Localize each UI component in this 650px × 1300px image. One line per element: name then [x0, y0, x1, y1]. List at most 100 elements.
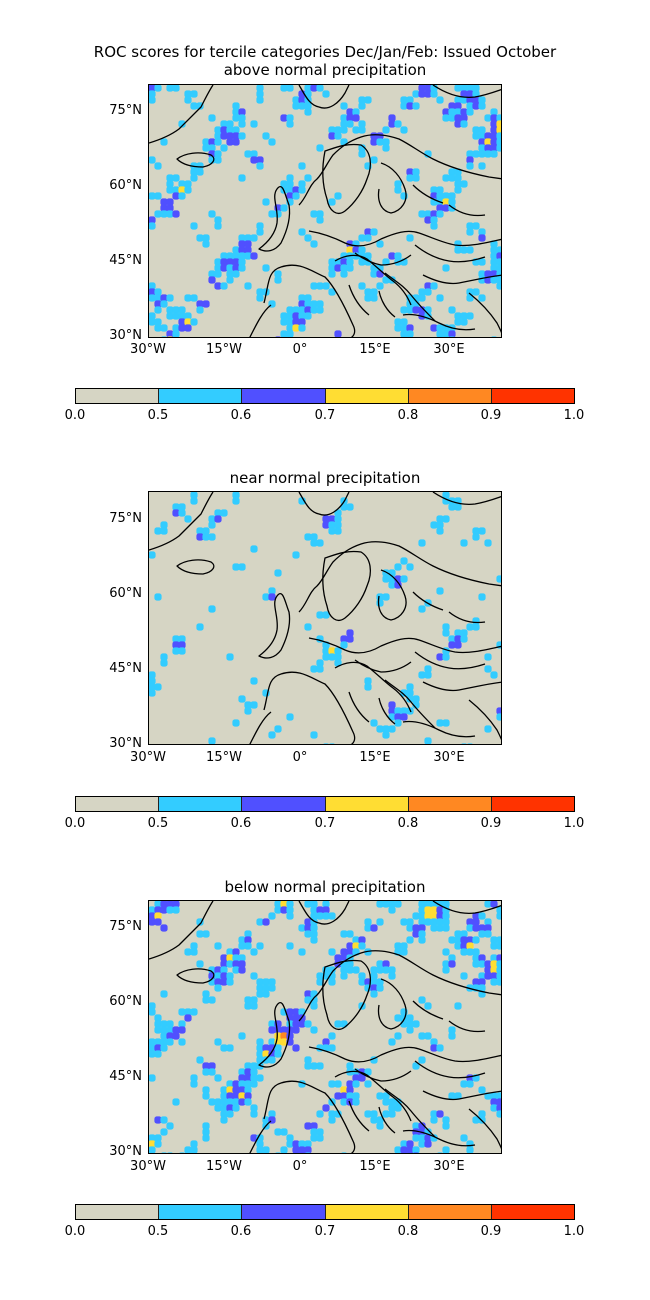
score-cell — [214, 972, 222, 980]
coastline-path — [322, 959, 372, 1030]
score-cell — [208, 270, 216, 278]
score-cell — [382, 731, 390, 739]
score-cell — [478, 912, 486, 920]
score-cell — [149, 1050, 156, 1058]
score-cell — [454, 246, 462, 254]
score-cell — [149, 222, 156, 230]
score-cell — [460, 629, 468, 637]
score-cell — [394, 186, 402, 194]
colorbar-bin-0 — [76, 797, 159, 811]
score-cell — [220, 960, 228, 968]
score-cell — [172, 312, 180, 320]
score-cell — [166, 174, 174, 182]
coastlines-near — [149, 492, 501, 744]
score-cell — [370, 978, 378, 986]
colorbar-bin-1 — [158, 1205, 242, 1219]
score-cell — [256, 294, 264, 302]
score-cell — [328, 647, 336, 655]
score-cell — [496, 575, 501, 583]
score-cell — [436, 521, 444, 529]
score-cell — [208, 966, 216, 974]
score-cell — [334, 192, 342, 200]
score-cell — [226, 1044, 234, 1052]
score-cell — [412, 1146, 420, 1153]
score-cell — [322, 282, 330, 290]
score-cell — [238, 1092, 246, 1100]
score-cell — [430, 210, 438, 218]
score-cell — [478, 144, 486, 152]
score-cell — [160, 294, 168, 302]
score-cell — [232, 1086, 240, 1094]
score-cell — [208, 1098, 216, 1106]
score-cell — [436, 294, 444, 302]
score-cell — [196, 234, 204, 242]
score-cell — [310, 912, 318, 920]
score-cell — [292, 192, 300, 200]
score-cell — [394, 942, 402, 950]
score-cell — [418, 306, 426, 314]
score-cell — [454, 96, 462, 104]
score-cell — [496, 258, 501, 266]
score-cell — [442, 1146, 450, 1153]
score-cell — [172, 330, 180, 337]
score-cell — [172, 324, 180, 332]
score-cell — [178, 503, 186, 511]
score-cell — [208, 737, 216, 744]
score-cell — [478, 162, 486, 170]
score-cell — [256, 918, 264, 926]
score-cell — [232, 497, 240, 505]
score-cell — [358, 120, 366, 128]
score-cell — [491, 336, 497, 337]
score-cell — [340, 966, 348, 974]
score-cell — [460, 180, 468, 188]
score-cell — [424, 912, 432, 920]
coastline-path — [384, 1088, 436, 1138]
score-cell — [310, 930, 318, 938]
score-cell — [316, 1128, 324, 1136]
score-cell — [292, 102, 300, 110]
score-cell — [448, 1026, 456, 1034]
score-cell — [430, 216, 438, 224]
score-cell — [238, 1080, 246, 1088]
score-cell — [430, 282, 438, 290]
score-cell — [274, 901, 282, 908]
score-cell — [400, 918, 408, 926]
score-cell — [232, 114, 240, 122]
score-cell — [424, 671, 432, 679]
score-cell — [226, 126, 234, 134]
score-cell — [214, 1104, 222, 1112]
score-cell — [220, 954, 228, 962]
score-cell — [238, 258, 246, 266]
score-cell — [220, 1086, 228, 1094]
score-field-below — [149, 901, 501, 1153]
score-cell — [226, 978, 234, 986]
score-cell — [334, 1020, 342, 1028]
score-cell — [310, 731, 318, 739]
score-cell — [268, 138, 276, 146]
score-cell — [286, 174, 294, 182]
score-cell — [370, 1116, 378, 1124]
score-cell — [304, 533, 312, 541]
score-cell — [400, 942, 408, 950]
score-cell — [382, 966, 390, 974]
score-cell — [310, 306, 318, 314]
score-cell — [442, 1122, 450, 1130]
score-cell — [238, 1074, 246, 1082]
score-cell — [394, 713, 402, 721]
score-cell — [418, 294, 426, 302]
score-cell — [172, 1026, 180, 1034]
score-cell — [166, 906, 174, 914]
score-cell — [268, 731, 276, 739]
score-cell — [400, 1140, 408, 1148]
score-cell — [208, 533, 216, 541]
score-cell — [244, 942, 252, 950]
score-cell — [250, 701, 258, 709]
score-cell — [418, 936, 426, 944]
score-cell — [322, 90, 330, 98]
score-cell — [478, 138, 486, 146]
score-cell — [394, 901, 402, 908]
score-cell — [322, 515, 330, 523]
score-cell — [238, 960, 246, 968]
score-cell — [232, 132, 240, 140]
coastline-path — [354, 659, 412, 673]
